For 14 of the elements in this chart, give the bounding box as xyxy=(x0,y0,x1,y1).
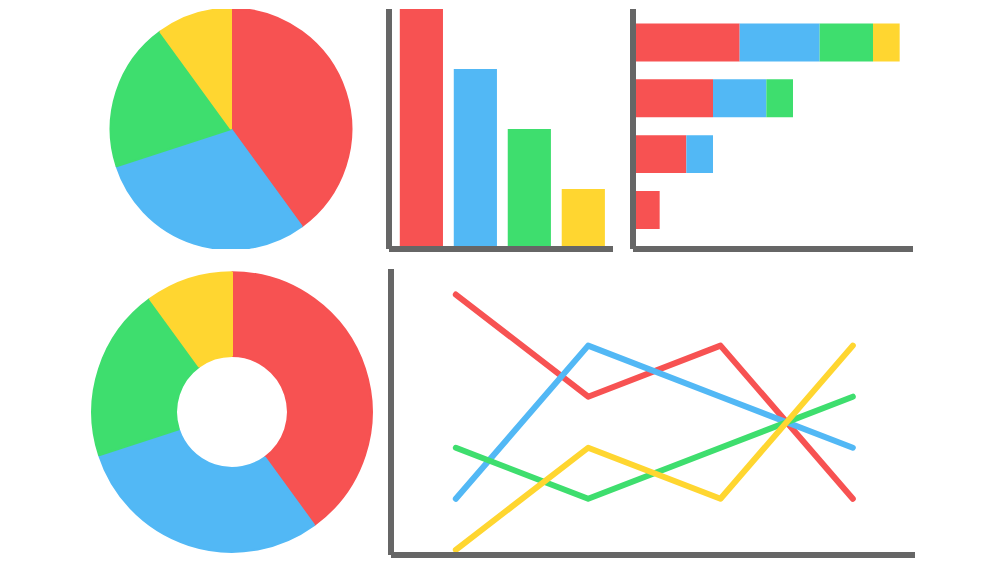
bar xyxy=(561,189,605,249)
bar xyxy=(739,23,820,62)
bar xyxy=(686,135,713,174)
bar xyxy=(633,79,713,118)
bar xyxy=(633,190,660,229)
bar xyxy=(766,79,793,118)
bar xyxy=(453,69,497,249)
bar xyxy=(713,79,767,118)
bar xyxy=(633,135,687,174)
bar xyxy=(873,23,900,62)
bar xyxy=(819,23,873,62)
bar xyxy=(507,129,551,249)
bar xyxy=(399,9,443,249)
bar xyxy=(633,23,740,62)
